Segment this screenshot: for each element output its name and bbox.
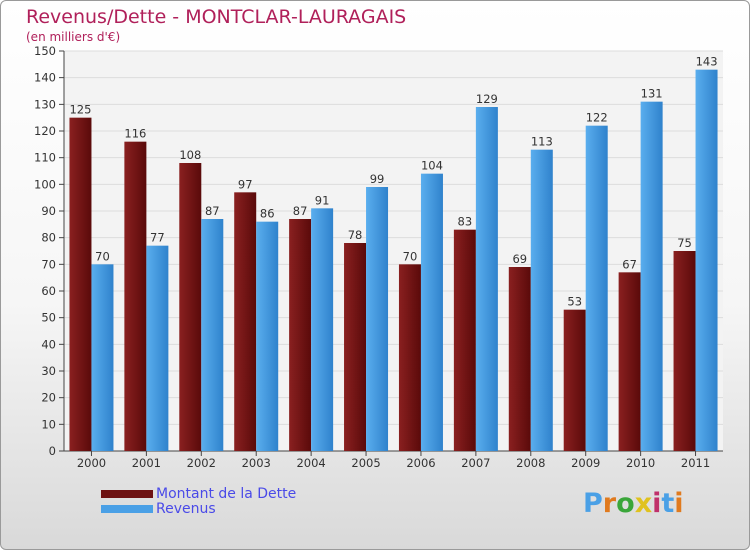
- plot-area: [64, 51, 723, 451]
- y-tick-label: 110: [34, 151, 56, 165]
- x-tick-label: 2006: [406, 456, 435, 470]
- y-tick-label: 60: [41, 284, 56, 298]
- x-tick-label: 2007: [461, 456, 490, 470]
- bar-dette: [69, 117, 92, 452]
- logo-letter: o: [616, 488, 635, 519]
- data-label-dette: 87: [293, 204, 308, 218]
- chart-title: Revenus/Dette - MONTCLAR-LAURAGAIS: [26, 6, 407, 28]
- data-label-revenus: 91: [315, 193, 330, 207]
- data-label-revenus: 87: [205, 204, 220, 218]
- data-label-revenus: 113: [531, 135, 553, 149]
- y-tick-label: 150: [34, 44, 56, 58]
- logo-letter: r: [602, 488, 617, 519]
- bar-dette: [618, 272, 641, 451]
- legend-swatch-dette: [101, 490, 153, 498]
- y-tick-label: 100: [34, 177, 56, 191]
- bar-revenus: [640, 101, 663, 452]
- y-tick-label: 40: [41, 337, 56, 351]
- data-label-revenus: 99: [370, 172, 385, 186]
- data-label-revenus: 122: [586, 111, 608, 125]
- data-label-revenus: 129: [476, 92, 498, 106]
- y-tick-label: 10: [41, 417, 56, 431]
- data-label-dette: 116: [124, 127, 146, 141]
- bar-revenus: [695, 69, 718, 452]
- y-tick-label: 90: [41, 204, 56, 218]
- data-label-dette: 83: [458, 215, 473, 229]
- bar-revenus: [146, 245, 169, 451]
- data-label-dette: 69: [512, 252, 527, 266]
- data-label-dette: 97: [238, 177, 253, 191]
- bar-dette: [289, 219, 312, 451]
- x-tick-label: 2003: [242, 456, 271, 470]
- logo-letter: x: [634, 488, 653, 519]
- chart-subtitle: (en milliers d'€): [26, 30, 121, 44]
- bar-dette: [344, 243, 367, 451]
- x-tick-label: 2000: [77, 456, 106, 470]
- logo-letter: i: [652, 488, 662, 519]
- x-tick-label: 2002: [187, 456, 216, 470]
- legend-swatch-revenus: [101, 505, 153, 513]
- bar-revenus: [420, 173, 443, 451]
- x-tick-label: 2004: [296, 456, 325, 470]
- legend-label-revenus: Revenus: [156, 501, 216, 517]
- y-tick-label: 70: [41, 257, 56, 271]
- data-label-dette: 67: [622, 257, 637, 271]
- proxiti-logo: Proxiti: [583, 488, 684, 519]
- y-tick-label: 30: [41, 364, 56, 378]
- data-label-revenus: 143: [696, 55, 718, 69]
- data-label-revenus: 70: [95, 249, 110, 263]
- data-label-dette: 70: [403, 249, 418, 263]
- bar-dette: [398, 264, 421, 451]
- bar-revenus: [201, 219, 224, 451]
- data-label-revenus: 131: [641, 87, 663, 101]
- data-label-revenus: 86: [260, 207, 275, 221]
- data-label-dette: 108: [179, 148, 201, 162]
- bar-revenus: [366, 187, 389, 451]
- x-tick-label: 2010: [626, 456, 655, 470]
- x-tick-label: 2008: [516, 456, 545, 470]
- bar-dette: [453, 229, 476, 451]
- bar-dette: [673, 251, 696, 451]
- y-tick-label: 120: [34, 124, 56, 138]
- logo-letter: t: [661, 488, 675, 519]
- y-tick-label: 80: [41, 231, 56, 245]
- y-tick-label: 140: [34, 71, 56, 85]
- bar-revenus: [530, 149, 553, 451]
- legend-label-dette: Montant de la Dette: [156, 486, 297, 502]
- data-label-dette: 78: [348, 228, 363, 242]
- logo-letter: i: [674, 488, 684, 519]
- y-tick-label: 50: [41, 311, 56, 325]
- x-tick-label: 2005: [351, 456, 380, 470]
- data-label-revenus: 104: [421, 159, 443, 173]
- bar-dette: [563, 309, 586, 451]
- bar-dette: [234, 192, 257, 452]
- data-label-dette: 125: [69, 103, 91, 117]
- bar-revenus: [311, 208, 334, 451]
- bar-dette: [179, 163, 202, 451]
- y-tick-label: 20: [41, 391, 56, 405]
- data-label-dette: 75: [677, 236, 692, 250]
- x-tick-label: 2009: [571, 456, 600, 470]
- bar-revenus: [91, 264, 114, 451]
- y-tick-label: 0: [49, 444, 56, 458]
- bar-revenus: [585, 125, 608, 452]
- bar-revenus: [256, 221, 279, 451]
- x-tick-label: 2011: [681, 456, 710, 470]
- bar-dette: [124, 141, 147, 451]
- y-tick-label: 130: [34, 97, 56, 111]
- data-label-dette: 53: [567, 295, 582, 309]
- bar-revenus: [475, 107, 498, 451]
- bar-dette: [508, 267, 531, 451]
- data-label-revenus: 77: [150, 231, 165, 245]
- x-tick-label: 2001: [132, 456, 161, 470]
- logo-letter: P: [583, 488, 603, 519]
